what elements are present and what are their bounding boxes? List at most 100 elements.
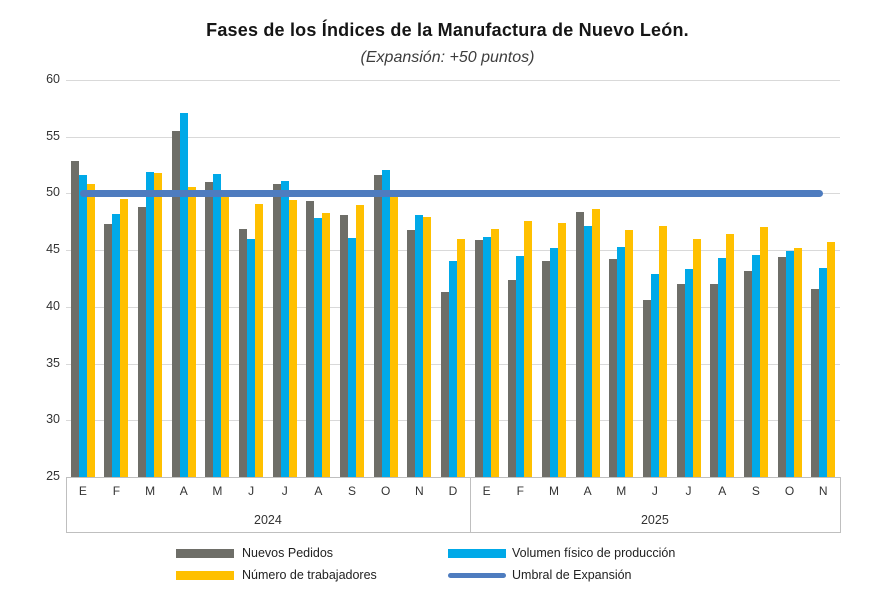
bar-nuevos-pedidos-2024-O-10 xyxy=(373,175,382,477)
legend-swatch-umbral-de-expansi-n xyxy=(448,573,506,578)
x-axis-month-label: A xyxy=(179,484,188,498)
x-axis-month-label: J xyxy=(281,484,288,498)
bar-nuevos-pedidos-2025-A-4 xyxy=(575,211,584,477)
legend-label-volumen-f-sico-de-producci-n: Volumen físico de producción xyxy=(512,546,676,560)
y-axis-tick-label: 30 xyxy=(46,412,60,427)
bar-numero-de-trabajadores-2025-A-4 xyxy=(591,209,600,477)
x-axis-month-label: J xyxy=(685,484,692,498)
bar-nuevos-pedidos-2025-M-5 xyxy=(609,259,618,477)
x-axis-month-label: E xyxy=(78,484,87,498)
bar-volumen-fisico-de-produccion-2025-A-4 xyxy=(583,226,592,477)
bar-nuevos-pedidos-2025-S-9 xyxy=(743,270,752,477)
y-axis-tick-label: 45 xyxy=(46,242,60,257)
bar-nuevos-pedidos-2024-M-5 xyxy=(205,182,214,477)
bar-volumen-fisico-de-produccion-2025-J-7 xyxy=(684,269,693,477)
bar-nuevos-pedidos-2025-F-2 xyxy=(508,279,517,477)
y-axis-tick-label: 55 xyxy=(46,128,60,143)
bar-numero-de-trabajadores-2024-D-12 xyxy=(457,238,465,477)
bar-numero-de-trabajadores-2025-J-6 xyxy=(658,226,667,477)
legend-label-n-mero-de-trabajadores: Número de trabajadores xyxy=(242,568,377,582)
x-axis-month-label: M xyxy=(616,484,627,498)
bar-volumen-fisico-de-produccion-2024-O-10 xyxy=(381,169,390,477)
bar-volumen-fisico-de-produccion-2024-N-11 xyxy=(415,214,424,477)
bar-nuevos-pedidos-2025-O-10 xyxy=(777,256,786,477)
x-axis-month-label: A xyxy=(583,484,592,498)
bar-numero-de-trabajadores-2025-A-8 xyxy=(726,234,735,477)
chart-title: Fases de los Índices de la Manufactura d… xyxy=(206,20,689,40)
bar-numero-de-trabajadores-2024-E-1 xyxy=(86,184,95,477)
gridline-y55 xyxy=(66,136,840,138)
legend-swatch-nuevos-pedidos xyxy=(176,549,234,558)
x-axis-year-label-2025: 2025 xyxy=(640,513,669,527)
bar-nuevos-pedidos-2025-J-7 xyxy=(676,284,685,477)
bar-numero-de-trabajadores-2024-O-10 xyxy=(389,195,398,477)
x-axis-month-label: S xyxy=(751,484,760,498)
x-axis-month-label: M xyxy=(548,484,559,498)
bar-volumen-fisico-de-produccion-2024-A-8 xyxy=(314,218,323,477)
bar-volumen-fisico-de-produccion-2025-M-5 xyxy=(617,246,626,477)
bar-nuevos-pedidos-2024-N-11 xyxy=(407,229,416,477)
x-axis-month-label: F xyxy=(516,484,524,498)
x-axis-month-label: M xyxy=(145,484,156,498)
x-axis-month-label: M xyxy=(212,484,223,498)
bar-numero-de-trabajadores-2024-A-4 xyxy=(187,186,196,477)
bar-volumen-fisico-de-produccion-2024-A-4 xyxy=(179,112,188,477)
bar-nuevos-pedidos-2025-M-3 xyxy=(541,261,550,477)
bar-nuevos-pedidos-2024-F-2 xyxy=(104,224,113,477)
x-axis-month-label: A xyxy=(314,484,323,498)
x-axis-month-label: O xyxy=(784,484,795,498)
bar-volumen-fisico-de-produccion-2025-O-10 xyxy=(785,251,794,477)
y-axis-tick-label: 40 xyxy=(46,298,60,313)
bar-numero-de-trabajadores-2024-M-3 xyxy=(154,173,163,477)
bar-numero-de-trabajadores-2025-M-5 xyxy=(625,229,634,477)
legend-swatch-n-mero-de-trabajadores xyxy=(176,571,234,580)
bar-volumen-fisico-de-produccion-2024-M-5 xyxy=(213,174,222,477)
bar-volumen-fisico-de-produccion-2024-J-6 xyxy=(247,238,256,477)
bar-nuevos-pedidos-2024-E-1 xyxy=(70,160,79,477)
legend-label-umbral-de-expansi-n: Umbral de Expansión xyxy=(512,568,632,582)
legend-swatch-volumen-f-sico-de-producci-n xyxy=(448,549,506,558)
x-axis-year-label-2024: 2024 xyxy=(254,513,282,527)
bar-volumen-fisico-de-produccion-2025-S-9 xyxy=(751,254,760,477)
x-axis-month-label: D xyxy=(448,484,458,498)
y-axis-tick-label: 35 xyxy=(46,355,60,370)
bar-volumen-fisico-de-produccion-2024-D-12 xyxy=(449,261,457,477)
legend-label-nuevos-pedidos: Nuevos Pedidos xyxy=(242,546,334,560)
bar-nuevos-pedidos-2024-M-3 xyxy=(138,207,147,477)
gridline-y45 xyxy=(66,250,840,252)
y-axis-tick-label: 60 xyxy=(46,72,60,86)
y-axis-tick-label: 25 xyxy=(46,469,60,483)
bar-volumen-fisico-de-produccion-2025-E-1 xyxy=(482,236,491,477)
bar-numero-de-trabajadores-2025-S-9 xyxy=(759,227,768,477)
bar-volumen-fisico-de-produccion-2025-F-2 xyxy=(516,255,525,477)
x-axis-month-label: N xyxy=(818,484,828,498)
bar-numero-de-trabajadores-2024-S-9 xyxy=(356,204,365,477)
x-axis-month-label: O xyxy=(381,484,391,498)
bar-volumen-fisico-de-produccion-2024-F-2 xyxy=(112,213,121,477)
gridline-y60 xyxy=(66,80,840,81)
y-axis-tick-label: 50 xyxy=(46,185,60,200)
bar-numero-de-trabajadores-2024-J-6 xyxy=(255,203,264,477)
bar-nuevos-pedidos-2025-E-1 xyxy=(474,239,483,477)
x-axis-month-label: E xyxy=(482,484,491,498)
x-axis-month-label: N xyxy=(415,484,424,498)
x-axis-month-label: A xyxy=(718,484,727,498)
x-axis-month-label: J xyxy=(651,484,658,498)
x-axis-month-label: S xyxy=(348,484,357,498)
x-axis-month-label: J xyxy=(248,484,255,498)
bar-volumen-fisico-de-produccion-2024-J-7 xyxy=(280,180,289,477)
bar-volumen-fisico-de-produccion-2025-M-3 xyxy=(549,247,558,477)
bar-volumen-fisico-de-produccion-2024-M-3 xyxy=(146,171,155,477)
x-axis-month-label: F xyxy=(112,484,121,498)
bar-volumen-fisico-de-produccion-2024-E-1 xyxy=(78,175,87,477)
bar-numero-de-trabajadores-2025-N-11 xyxy=(827,242,836,477)
bar-nuevos-pedidos-2024-A-8 xyxy=(306,201,315,477)
bar-numero-de-trabajadores-2024-N-11 xyxy=(423,217,432,477)
bar-nuevos-pedidos-2025-J-6 xyxy=(642,300,651,477)
bar-numero-de-trabajadores-2024-M-5 xyxy=(221,196,230,477)
bar-nuevos-pedidos-2024-D-12 xyxy=(441,292,449,477)
year-axis-box-2025 xyxy=(469,477,841,533)
bar-volumen-fisico-de-produccion-2025-N-11 xyxy=(819,268,828,477)
bar-numero-de-trabajadores-2024-A-8 xyxy=(322,212,331,477)
